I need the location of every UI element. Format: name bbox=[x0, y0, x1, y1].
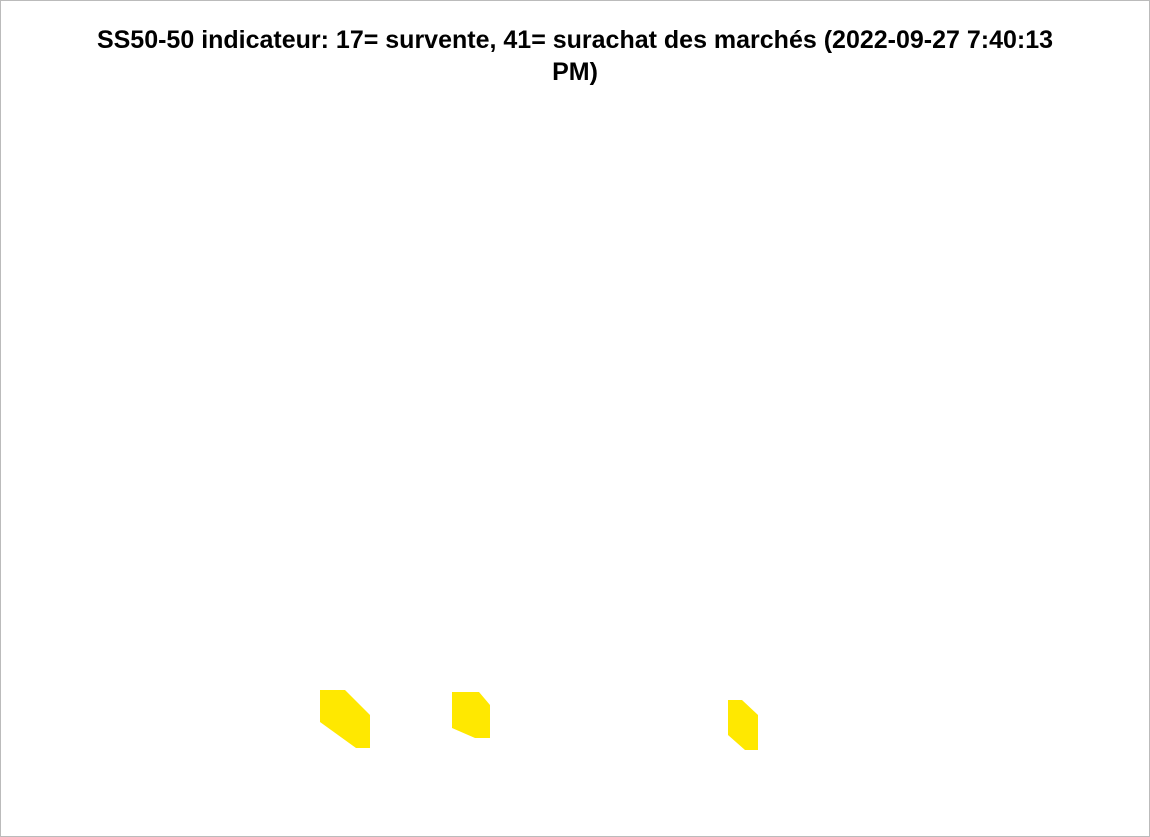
chart-title: SS50-50 indicateur: 17= survente, 41= su… bbox=[96, 26, 1054, 86]
highlight bbox=[728, 700, 758, 750]
highlights bbox=[320, 690, 758, 750]
highlight bbox=[320, 690, 370, 748]
highlight bbox=[452, 692, 490, 738]
